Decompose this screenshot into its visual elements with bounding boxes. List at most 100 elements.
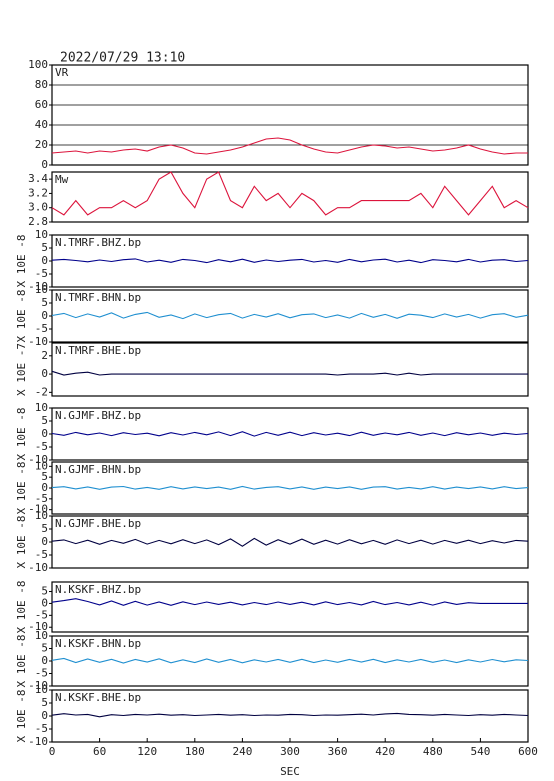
- y-tick-label: -2: [35, 385, 48, 398]
- y-tick-label: 0: [41, 481, 48, 494]
- y-tick-label: -5: [35, 667, 48, 680]
- y-tick-label: 5: [41, 470, 48, 483]
- y-tick-label: 10: [35, 683, 48, 696]
- panel-title: Mw: [55, 173, 69, 186]
- y-axis-label: X 10E -8: [15, 235, 28, 288]
- data-line: [51, 537, 529, 547]
- y-tick-label: 0: [41, 654, 48, 667]
- y-tick-label: 5: [41, 522, 48, 535]
- y-tick-label: 100: [28, 58, 48, 71]
- y-tick-label: 10: [35, 228, 48, 241]
- y-tick-label: -5: [35, 322, 48, 335]
- data-line: [51, 598, 528, 606]
- y-tick-label: 10: [35, 459, 48, 472]
- y-tick-label: 40: [35, 118, 48, 131]
- y-tick-label: 0: [41, 596, 48, 609]
- data-line: [51, 712, 529, 718]
- panel-frame: [51, 342, 529, 397]
- y-tick-label: 2.8: [28, 215, 48, 228]
- y-tick-label: -10: [28, 620, 48, 633]
- y-tick-label: 10: [35, 401, 48, 414]
- y-tick-label: 0: [41, 367, 48, 380]
- panel-title: N.GJMF.BHZ.bp: [55, 409, 141, 422]
- y-tick-label: -5: [35, 440, 48, 453]
- y-tick-label: -5: [35, 608, 48, 621]
- x-tick-label: 600: [518, 745, 538, 758]
- panel-frame: [51, 289, 529, 343]
- y-tick-label: 5: [41, 642, 48, 655]
- y-tick-label: 0: [41, 427, 48, 440]
- y-tick-label: 5: [41, 241, 48, 254]
- panel-title: VR: [55, 66, 69, 79]
- y-axis-label: X 10E -8: [15, 408, 28, 461]
- data-line: [51, 258, 529, 264]
- y-tick-label: -10: [28, 679, 48, 692]
- panel-title: N.TMRF.BHZ.bp: [55, 236, 141, 249]
- data-line: [51, 137, 528, 155]
- panel-title: N.KSKF.BHN.bp: [55, 637, 141, 650]
- data-line: [51, 311, 529, 320]
- y-tick-label: -10: [28, 735, 48, 748]
- y-axis-label: X 10E -8: [15, 290, 28, 343]
- y-tick-label: -5: [35, 267, 48, 280]
- y-tick-label: 0: [41, 535, 48, 548]
- y-tick-label: -10: [28, 561, 48, 574]
- x-axis-label: SEC: [280, 765, 300, 778]
- y-tick-label: -10: [28, 453, 48, 466]
- y-tick-label: -5: [35, 492, 48, 505]
- y-tick-label: -5: [35, 548, 48, 561]
- y-tick-label: 10: [35, 509, 48, 522]
- panel-frame: [51, 581, 529, 633]
- y-axis-label: X 10E -8: [15, 690, 28, 743]
- panel-title: N.TMRF.BHN.bp: [55, 291, 141, 304]
- y-tick-label: 2: [41, 349, 48, 362]
- x-tick-label: 60: [93, 745, 106, 758]
- x-tick-label: 420: [375, 745, 395, 758]
- y-tick-label: -10: [28, 335, 48, 348]
- y-tick-label: 10: [35, 283, 48, 296]
- y-tick-label: 5: [41, 414, 48, 427]
- x-tick-label: 240: [232, 745, 252, 758]
- panel-title: N.KSKF.BHE.bp: [55, 691, 141, 704]
- y-tick-label: 20: [35, 138, 48, 151]
- data-line: [51, 370, 528, 376]
- panel-frame: [51, 515, 529, 569]
- y-tick-label: 5: [41, 296, 48, 309]
- panel-frame: [51, 171, 529, 223]
- y-tick-label: -10: [28, 280, 48, 293]
- x-tick-label: 300: [280, 745, 300, 758]
- panel-frame: [51, 64, 529, 166]
- y-tick-label: 3.0: [28, 201, 48, 214]
- data-line: [51, 485, 529, 490]
- y-tick-label: 0: [41, 709, 48, 722]
- y-tick-label: 80: [35, 78, 48, 91]
- y-axis-label: X 10E -8: [15, 516, 28, 569]
- x-tick-label: 120: [137, 745, 157, 758]
- x-tick-label: 360: [328, 745, 348, 758]
- y-tick-label: 10: [35, 629, 48, 642]
- panel-title: N.GJMF.BHN.bp: [55, 463, 141, 476]
- y-tick-label: -5: [35, 722, 48, 735]
- y-tick-label: 5: [41, 696, 48, 709]
- x-tick-label: 540: [470, 745, 490, 758]
- data-line: [51, 431, 529, 437]
- panel-title: N.KSKF.BHZ.bp: [55, 583, 141, 596]
- panel-title: N.TMRF.BHE.bp: [55, 344, 141, 357]
- y-axis-label: X 10E -7: [15, 343, 28, 396]
- timestamp: 2022/07/29 13:10: [60, 51, 185, 66]
- y-tick-label: 0: [41, 158, 48, 171]
- x-tick-label: 180: [185, 745, 205, 758]
- y-axis-label: X 10E -8: [15, 635, 28, 688]
- y-tick-label: 3.2: [28, 186, 48, 199]
- y-tick-label: 3.4: [28, 172, 48, 185]
- data-line: [51, 657, 529, 664]
- y-axis-label: X 10E -8: [15, 581, 28, 634]
- y-tick-label: -10: [28, 503, 48, 516]
- y-tick-label: 0: [41, 254, 48, 267]
- panel-frame: [51, 635, 529, 687]
- y-tick-label: 60: [35, 98, 48, 111]
- y-tick-label: 5: [41, 585, 48, 598]
- y-axis-label: X 10E -8: [15, 462, 28, 515]
